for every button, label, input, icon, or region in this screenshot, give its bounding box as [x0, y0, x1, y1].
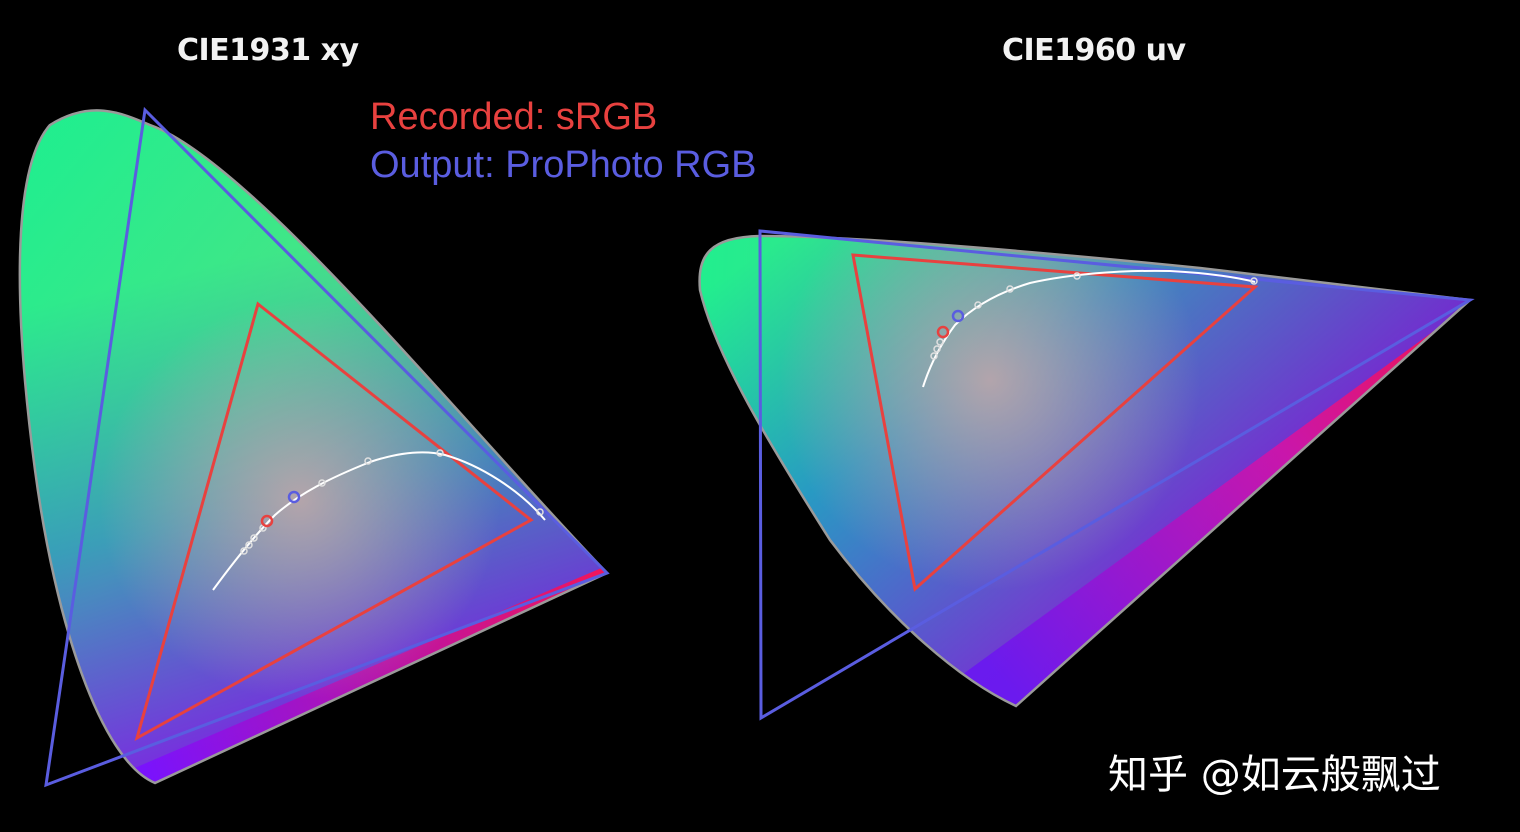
cie1960-prophoto-whitepoint	[951, 309, 965, 323]
watermark: 知乎 @如云般飘过	[1108, 752, 1441, 798]
cie1960-locus-ticks	[930, 272, 1258, 360]
legend-recorded-srgb: Recorded: sRGB	[370, 96, 658, 138]
cie1931-planckian-locus	[212, 451, 546, 591]
cie1931-srgb-triangle	[134, 301, 534, 742]
legend-output-prophoto: Output: ProPhoto RGB	[370, 144, 757, 186]
cie1931-srgb-whitepoint	[260, 514, 274, 528]
cie1960-srgb-whitepoint	[936, 325, 950, 339]
cie1931-prophoto-whitepoint	[287, 490, 301, 504]
cie1931-locus	[18, 109, 610, 785]
cie1960-planckian-locus	[922, 269, 1256, 388]
cie1931-title: CIE1931 xy	[177, 33, 359, 68]
cie1960-locus	[698, 234, 1473, 708]
cie1931-prophoto-triangle	[44, 106, 610, 788]
cie1960-title: CIE1960 uv	[1002, 33, 1186, 68]
cie1931-locus-ticks	[240, 449, 544, 555]
cie1960-srgb-triangle	[851, 253, 1259, 592]
cie1960-prophoto-triangle	[758, 229, 1475, 721]
